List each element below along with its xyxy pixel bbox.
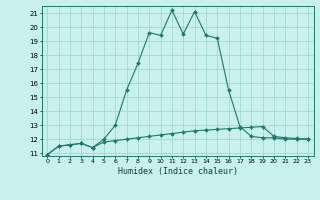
- X-axis label: Humidex (Indice chaleur): Humidex (Indice chaleur): [118, 167, 237, 176]
